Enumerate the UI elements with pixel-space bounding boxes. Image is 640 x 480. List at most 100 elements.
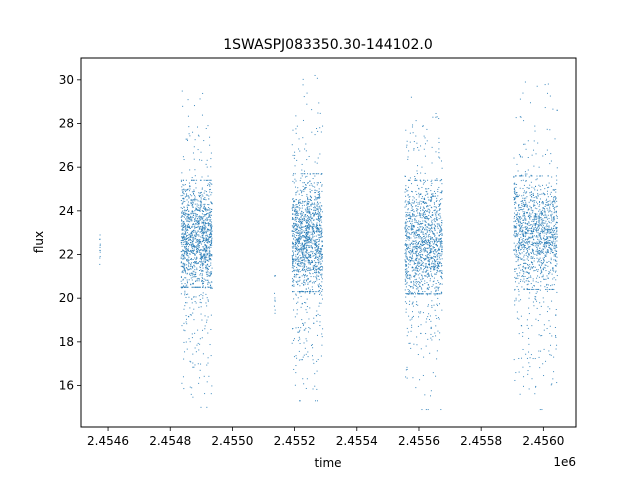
data-point <box>317 219 319 221</box>
data-point <box>208 213 210 215</box>
data-point <box>293 207 295 209</box>
data-point <box>439 262 441 264</box>
data-point <box>194 301 196 303</box>
data-point <box>307 283 309 285</box>
data-point <box>201 225 203 227</box>
data-point <box>426 294 428 296</box>
data-point <box>552 198 554 200</box>
data-point <box>318 285 320 287</box>
data-point <box>189 238 191 240</box>
data-point <box>204 239 206 241</box>
data-point <box>201 262 203 264</box>
data-point <box>520 227 522 229</box>
data-point <box>305 236 307 238</box>
data-point <box>181 249 183 251</box>
data-point <box>301 191 303 193</box>
data-point <box>515 235 517 237</box>
data-point <box>309 307 311 309</box>
data-point <box>183 229 185 231</box>
data-point <box>189 272 191 274</box>
data-point <box>407 215 409 217</box>
data-point <box>406 203 408 205</box>
data-point <box>518 357 520 359</box>
data-point <box>543 259 545 261</box>
data-point <box>201 210 203 212</box>
data-point <box>206 213 208 215</box>
data-point <box>198 228 200 230</box>
data-point <box>302 173 304 175</box>
data-point <box>195 209 197 211</box>
data-point <box>210 235 212 237</box>
data-point <box>193 249 195 251</box>
data-point <box>200 219 202 221</box>
data-point <box>210 314 212 316</box>
data-point <box>413 243 415 245</box>
data-point <box>314 192 316 194</box>
data-point <box>302 78 304 80</box>
data-point <box>205 271 207 273</box>
data-point <box>201 176 203 178</box>
data-point <box>192 362 194 364</box>
data-point <box>206 406 208 408</box>
data-point <box>187 255 189 257</box>
data-point <box>191 206 193 208</box>
data-point <box>433 240 435 242</box>
data-point <box>519 242 521 244</box>
data-point <box>405 276 407 278</box>
data-point <box>537 270 539 272</box>
data-point <box>185 341 187 343</box>
data-point <box>292 259 294 261</box>
data-point <box>185 285 187 287</box>
data-point <box>541 228 543 230</box>
data-point <box>406 144 408 146</box>
data-point <box>206 267 208 269</box>
data-point <box>200 253 202 255</box>
data-point <box>204 218 206 220</box>
data-point <box>200 258 202 260</box>
data-point <box>422 271 424 273</box>
data-point <box>291 267 293 269</box>
data-point <box>528 276 530 278</box>
data-point <box>527 215 529 217</box>
data-point <box>316 250 318 252</box>
data-point <box>207 179 209 181</box>
data-point <box>533 231 535 233</box>
data-point <box>199 250 201 252</box>
data-point <box>514 232 516 234</box>
data-point <box>308 236 310 238</box>
data-point <box>433 277 435 279</box>
data-point <box>411 303 413 305</box>
data-point <box>181 189 183 191</box>
data-point <box>209 255 211 257</box>
data-point <box>534 224 536 226</box>
data-point <box>183 198 185 200</box>
data-point <box>308 287 310 289</box>
data-point <box>313 322 315 324</box>
data-point <box>189 386 191 388</box>
data-point <box>303 383 305 385</box>
data-point <box>201 188 203 190</box>
data-point <box>430 293 432 295</box>
data-point <box>181 271 183 273</box>
data-point <box>407 194 409 196</box>
data-point <box>315 214 317 216</box>
data-point <box>191 231 193 233</box>
data-point <box>295 192 297 194</box>
data-point <box>434 294 436 296</box>
data-point <box>524 247 526 249</box>
data-point <box>536 201 538 203</box>
data-point <box>201 280 203 282</box>
data-point <box>321 260 323 262</box>
data-point <box>432 243 434 245</box>
data-point <box>434 262 436 264</box>
data-point <box>551 176 553 178</box>
data-point <box>311 222 313 224</box>
data-point <box>305 226 307 228</box>
data-point <box>408 271 410 273</box>
data-point <box>318 211 320 213</box>
data-point <box>308 210 310 212</box>
data-point <box>190 273 192 275</box>
data-point <box>313 281 315 283</box>
data-point <box>211 203 213 205</box>
data-point <box>204 209 206 211</box>
